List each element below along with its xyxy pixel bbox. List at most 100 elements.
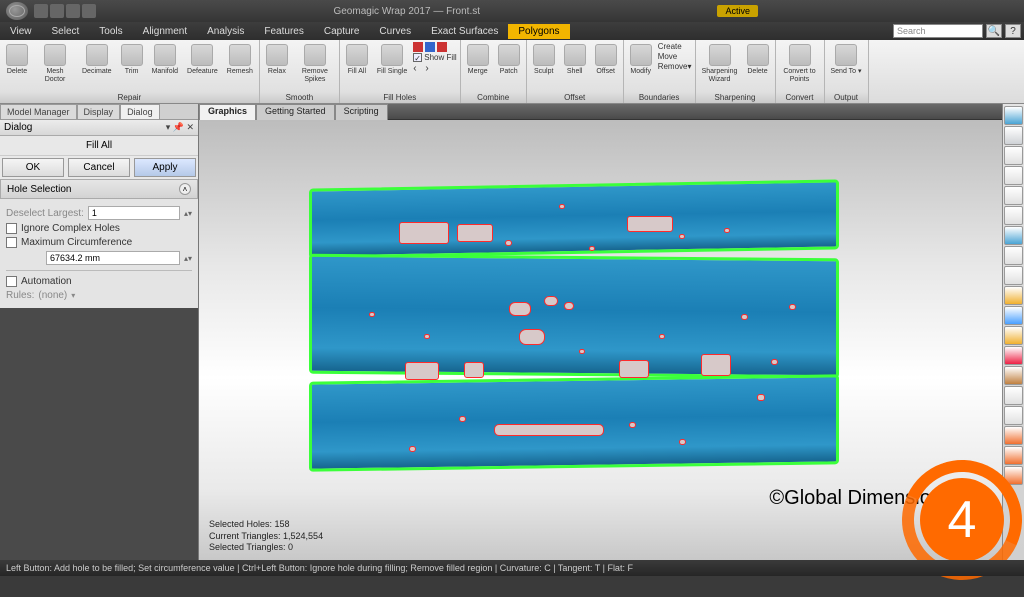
- mesh-hole[interactable]: [494, 424, 604, 436]
- ribbon-btn-manifold[interactable]: Manifold: [149, 42, 181, 78]
- mesh-hole[interactable]: [679, 234, 685, 239]
- viewport[interactable]: GraphicsGetting StartedScripting Selecte…: [199, 104, 1002, 560]
- mesh-hole[interactable]: [464, 362, 484, 378]
- mesh-hole[interactable]: [701, 354, 731, 376]
- mesh-hole[interactable]: [459, 416, 466, 422]
- collapse-icon[interactable]: ˄: [179, 183, 191, 195]
- mesh-hole[interactable]: [564, 302, 574, 310]
- ribbon-btn-offset[interactable]: Offset: [592, 42, 620, 78]
- toolstrip-btn-3[interactable]: [1004, 166, 1023, 185]
- toolstrip-btn-2[interactable]: [1004, 146, 1023, 165]
- mesh-hole[interactable]: [544, 296, 558, 306]
- mesh-hole[interactable]: [741, 314, 748, 320]
- ignore-complex-checkbox[interactable]: [6, 223, 17, 234]
- automation-row[interactable]: Automation: [6, 276, 192, 287]
- ribbon-btn-remove-spikes[interactable]: Remove Spikes: [294, 42, 336, 85]
- ribbon-btn-send-to-▾[interactable]: Send To ▾: [828, 42, 865, 78]
- max-circ-row[interactable]: Maximum Circumference: [6, 237, 192, 248]
- ribbon-btn-delete[interactable]: Delete: [744, 42, 772, 78]
- menu-item-tools[interactable]: Tools: [89, 24, 132, 39]
- max-circ-checkbox[interactable]: [6, 237, 17, 248]
- ribbon-btn-fill-single[interactable]: Fill Single: [374, 42, 410, 78]
- ribbon-btn-decimate[interactable]: Decimate: [79, 42, 115, 78]
- ok-button[interactable]: OK: [2, 158, 64, 177]
- mesh-hole[interactable]: [659, 334, 665, 339]
- toolstrip-btn-14[interactable]: [1004, 386, 1023, 405]
- toolstrip-btn-9[interactable]: [1004, 286, 1023, 305]
- menu-item-curves[interactable]: Curves: [369, 24, 421, 39]
- mesh-hole[interactable]: [399, 222, 449, 244]
- side-tab-display[interactable]: Display: [77, 104, 121, 119]
- cancel-button[interactable]: Cancel: [68, 158, 130, 177]
- ribbon-btn-fill-all[interactable]: Fill All: [343, 42, 371, 78]
- search-input[interactable]: Search: [893, 24, 983, 38]
- menu-item-exact-surfaces[interactable]: Exact Surfaces: [421, 24, 508, 39]
- side-tab-model-manager[interactable]: Model Manager: [0, 104, 77, 119]
- ribbon-btn-sharpening-wizard[interactable]: Sharpening Wizard: [699, 42, 741, 85]
- spinner-icon[interactable]: ▴▾: [184, 209, 192, 218]
- ribbon-btn-convert-to-points[interactable]: Convert to Points: [779, 42, 821, 85]
- mesh-hole[interactable]: [789, 304, 796, 310]
- ribbon-mini-move[interactable]: Move: [658, 52, 692, 61]
- mesh-hole[interactable]: [579, 349, 585, 354]
- automation-checkbox[interactable]: [6, 276, 17, 287]
- ignore-complex-row[interactable]: Ignore Complex Holes: [6, 223, 192, 234]
- mesh-hole[interactable]: [679, 439, 686, 445]
- mesh-hole[interactable]: [457, 224, 493, 242]
- menu-item-capture[interactable]: Capture: [314, 24, 370, 39]
- toolstrip-btn-13[interactable]: [1004, 366, 1023, 385]
- toolstrip-btn-16[interactable]: [1004, 426, 1023, 445]
- ribbon-btn-sculpt[interactable]: Sculpt: [530, 42, 558, 78]
- ribbon-btn-shell[interactable]: Shell: [561, 42, 589, 78]
- toolstrip-btn-5[interactable]: [1004, 206, 1023, 225]
- mesh-hole[interactable]: [757, 394, 765, 401]
- apply-button[interactable]: Apply: [134, 158, 196, 177]
- ribbon-mini-create[interactable]: Create: [658, 42, 692, 51]
- toolstrip-btn-10[interactable]: [1004, 306, 1023, 325]
- ribbon-btn-remesh[interactable]: Remesh: [224, 42, 256, 78]
- deselect-largest-input[interactable]: [88, 206, 180, 220]
- menu-item-analysis[interactable]: Analysis: [197, 24, 254, 39]
- mesh-model[interactable]: [309, 184, 839, 484]
- menu-item-alignment[interactable]: Alignment: [133, 24, 197, 39]
- mesh-hole[interactable]: [589, 246, 595, 251]
- toolstrip-btn-7[interactable]: [1004, 246, 1023, 265]
- search-icon[interactable]: 🔍: [986, 24, 1002, 38]
- ribbon-btn-mesh-doctor[interactable]: Mesh Doctor: [34, 42, 76, 85]
- toolstrip-btn-1[interactable]: [1004, 126, 1023, 145]
- side-tab-dialog[interactable]: Dialog: [120, 104, 160, 119]
- mesh-hole[interactable]: [424, 334, 430, 339]
- toolstrip-btn-6[interactable]: [1004, 226, 1023, 245]
- toolstrip-btn-11[interactable]: [1004, 326, 1023, 345]
- mesh-hole[interactable]: [519, 329, 545, 345]
- ribbon-mini-remove▾[interactable]: Remove▾: [658, 62, 692, 71]
- ribbon-btn-relax[interactable]: Relax: [263, 42, 291, 78]
- ribbon-btn-trim[interactable]: Trim: [118, 42, 146, 78]
- mesh-hole[interactable]: [724, 228, 730, 233]
- ribbon-btn-merge[interactable]: Merge: [464, 42, 492, 78]
- ribbon-btn-modify[interactable]: Modify: [627, 42, 655, 78]
- toolstrip-btn-0[interactable]: [1004, 106, 1023, 125]
- ribbon-btn-patch[interactable]: Patch: [495, 42, 523, 78]
- mesh-hole[interactable]: [619, 360, 649, 378]
- viewport-tab-graphics[interactable]: Graphics: [199, 104, 256, 120]
- toolstrip-btn-8[interactable]: [1004, 266, 1023, 285]
- menu-item-features[interactable]: Features: [254, 24, 313, 39]
- mesh-hole[interactable]: [627, 216, 673, 232]
- viewport-tab-scripting[interactable]: Scripting: [335, 104, 388, 120]
- quick-access-toolbar[interactable]: [34, 4, 96, 18]
- menu-item-polygons[interactable]: Polygons: [508, 24, 569, 39]
- max-circ-input[interactable]: [46, 251, 180, 265]
- mesh-hole[interactable]: [369, 312, 375, 317]
- mesh-hole[interactable]: [559, 204, 565, 209]
- hole-selection-header[interactable]: Hole Selection ˄: [0, 179, 198, 199]
- rules-dropdown-icon[interactable]: ▾: [71, 291, 75, 300]
- mesh-hole[interactable]: [771, 359, 778, 365]
- mesh-hole[interactable]: [409, 446, 416, 452]
- mesh-hole[interactable]: [505, 240, 512, 246]
- toolstrip-btn-12[interactable]: [1004, 346, 1023, 365]
- ribbon-btn-defeature[interactable]: Defeature: [184, 42, 221, 78]
- mesh-hole[interactable]: [629, 422, 636, 428]
- toolstrip-btn-15[interactable]: [1004, 406, 1023, 425]
- menu-item-view[interactable]: View: [0, 24, 42, 39]
